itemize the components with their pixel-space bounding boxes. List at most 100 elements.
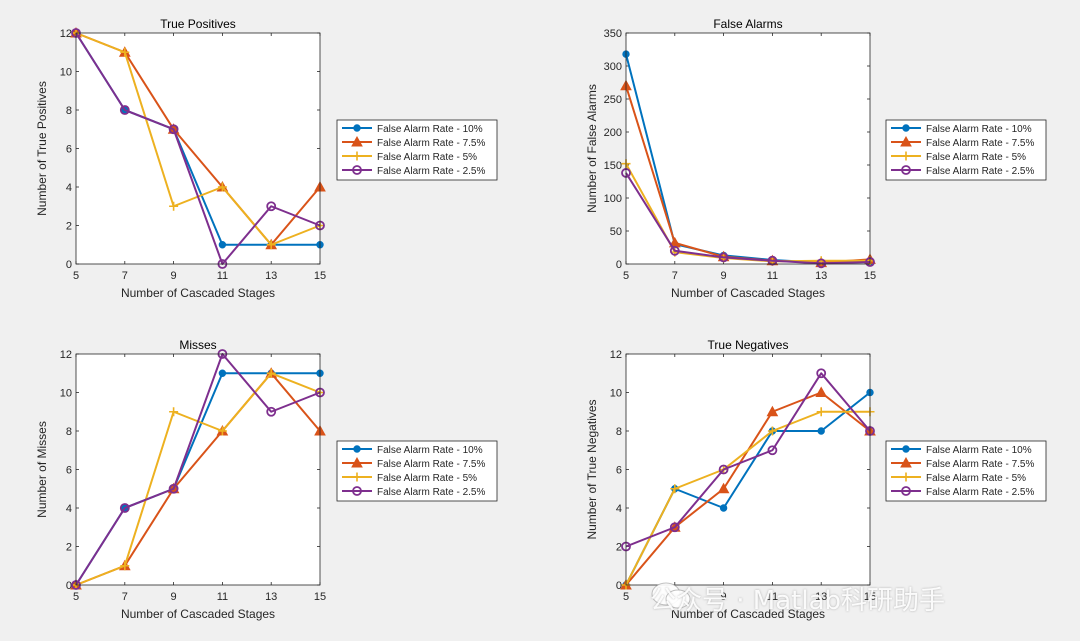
y-tick-label: 350 — [604, 28, 622, 40]
data-point — [719, 504, 728, 512]
data-point — [217, 182, 227, 192]
legend-marker — [900, 456, 912, 468]
data-point — [718, 252, 729, 263]
legend-label: False Alarm Rate - 7.5% — [926, 459, 1034, 470]
y-tick-label: 0 — [66, 580, 72, 592]
data-point — [718, 464, 729, 475]
data-point — [119, 503, 130, 513]
x-tick-label: 13 — [815, 270, 827, 282]
axes-box — [625, 353, 871, 586]
x-tick-label: 9 — [721, 591, 727, 603]
y-axis-label: Number of Misses — [35, 421, 49, 518]
x-axis-label: Number of Cascaded Stages — [121, 286, 275, 300]
x-axis-label: Number of Cascaded Stages — [671, 607, 825, 621]
y-tick-label: 150 — [604, 160, 622, 172]
data-point — [669, 522, 680, 533]
x-tick-label: 7 — [672, 270, 678, 282]
legend-marker — [901, 472, 911, 482]
legend-label: False Alarm Rate - 5% — [377, 152, 477, 163]
legend-marker — [901, 165, 911, 175]
legend-marker — [352, 151, 362, 161]
x-tick-label: 11 — [767, 591, 778, 603]
chart-title: False Alarms — [713, 17, 782, 31]
x-tick-label: 9 — [171, 270, 177, 282]
axes-box — [75, 353, 321, 586]
x-tick-label: 13 — [265, 591, 277, 603]
y-tick-label: 10 — [60, 67, 72, 79]
plot-area — [626, 33, 870, 264]
x-tick-label: 7 — [122, 270, 128, 282]
y-tick-label: 100 — [604, 193, 622, 205]
legend-marker — [901, 486, 911, 496]
y-axis-label: Number of True Negatives — [585, 399, 599, 539]
data-point — [767, 255, 778, 266]
y-tick-label: 8 — [616, 426, 622, 438]
plot-area — [76, 354, 320, 585]
x-tick-label: 11 — [767, 270, 778, 282]
data-point — [266, 240, 276, 250]
legend-label: False Alarm Rate - 2.5% — [377, 487, 485, 498]
data-point — [266, 406, 277, 417]
y-tick-label: 10 — [610, 388, 622, 400]
legend-marker — [900, 135, 912, 147]
data-point — [717, 482, 730, 494]
y-tick-label: 4 — [66, 503, 72, 515]
legend: False Alarm Rate - 10% False Alarm Rate -… — [336, 119, 498, 181]
series-line-4 — [75, 353, 321, 586]
series-line-4 — [625, 372, 871, 548]
legend-label: False Alarm Rate - 5% — [926, 152, 1026, 163]
y-tick-label: 4 — [616, 503, 622, 515]
legend-label: False Alarm Rate - 2.5% — [926, 487, 1034, 498]
axes-box — [75, 32, 321, 265]
y-tick-label: 12 — [60, 28, 72, 40]
legend-marker — [351, 135, 363, 147]
y-tick-label: 8 — [66, 105, 72, 117]
y-tick-label: 0 — [616, 259, 622, 271]
data-point — [816, 258, 827, 269]
y-tick-label: 300 — [604, 61, 622, 73]
y-tick-label: 10 — [60, 388, 72, 400]
x-tick-label: 15 — [314, 270, 326, 282]
legend-marker — [902, 124, 910, 132]
y-tick-label: 6 — [616, 465, 622, 477]
y-tick-label: 2 — [616, 542, 622, 554]
x-tick-label: 7 — [672, 591, 678, 603]
data-point — [816, 407, 826, 417]
data-point — [266, 368, 276, 378]
legend-label: False Alarm Rate - 7.5% — [377, 138, 485, 149]
x-tick-label: 13 — [815, 591, 827, 603]
series-line-4 — [75, 32, 321, 265]
legend-marker — [351, 456, 363, 468]
data-point — [767, 426, 777, 436]
legend-label: False Alarm Rate - 7.5% — [926, 138, 1034, 149]
chart-title: True Negatives — [708, 338, 789, 352]
x-tick-label: 5 — [623, 591, 629, 603]
data-point — [218, 241, 227, 249]
x-tick-label: 5 — [73, 270, 79, 282]
y-tick-label: 200 — [604, 127, 622, 139]
legend-marker — [902, 445, 910, 453]
data-point — [817, 427, 825, 435]
y-tick-label: 8 — [66, 426, 72, 438]
data-point — [168, 124, 179, 135]
x-axis-label: Number of Cascaded Stages — [121, 607, 275, 621]
y-tick-label: 0 — [616, 580, 622, 592]
legend-label: False Alarm Rate - 10% — [926, 445, 1032, 456]
x-tick-label: 15 — [314, 591, 326, 603]
x-tick-label: 9 — [721, 270, 727, 282]
legend: False Alarm Rate - 10% False Alarm Rate -… — [336, 440, 498, 502]
legend-label: False Alarm Rate - 2.5% — [377, 166, 485, 177]
legend-label: False Alarm Rate - 10% — [926, 124, 1032, 135]
y-tick-label: 0 — [66, 259, 72, 271]
series-line-4 — [625, 172, 871, 265]
legend-label: False Alarm Rate - 10% — [377, 445, 483, 456]
data-point — [218, 369, 227, 377]
x-tick-label: 15 — [864, 591, 876, 603]
data-point — [766, 405, 779, 417]
legend-label: False Alarm Rate - 10% — [377, 124, 483, 135]
x-tick-label: 5 — [623, 270, 629, 282]
series-line-3 — [625, 410, 870, 586]
y-tick-label: 2 — [66, 542, 72, 554]
y-tick-label: 250 — [604, 94, 622, 106]
